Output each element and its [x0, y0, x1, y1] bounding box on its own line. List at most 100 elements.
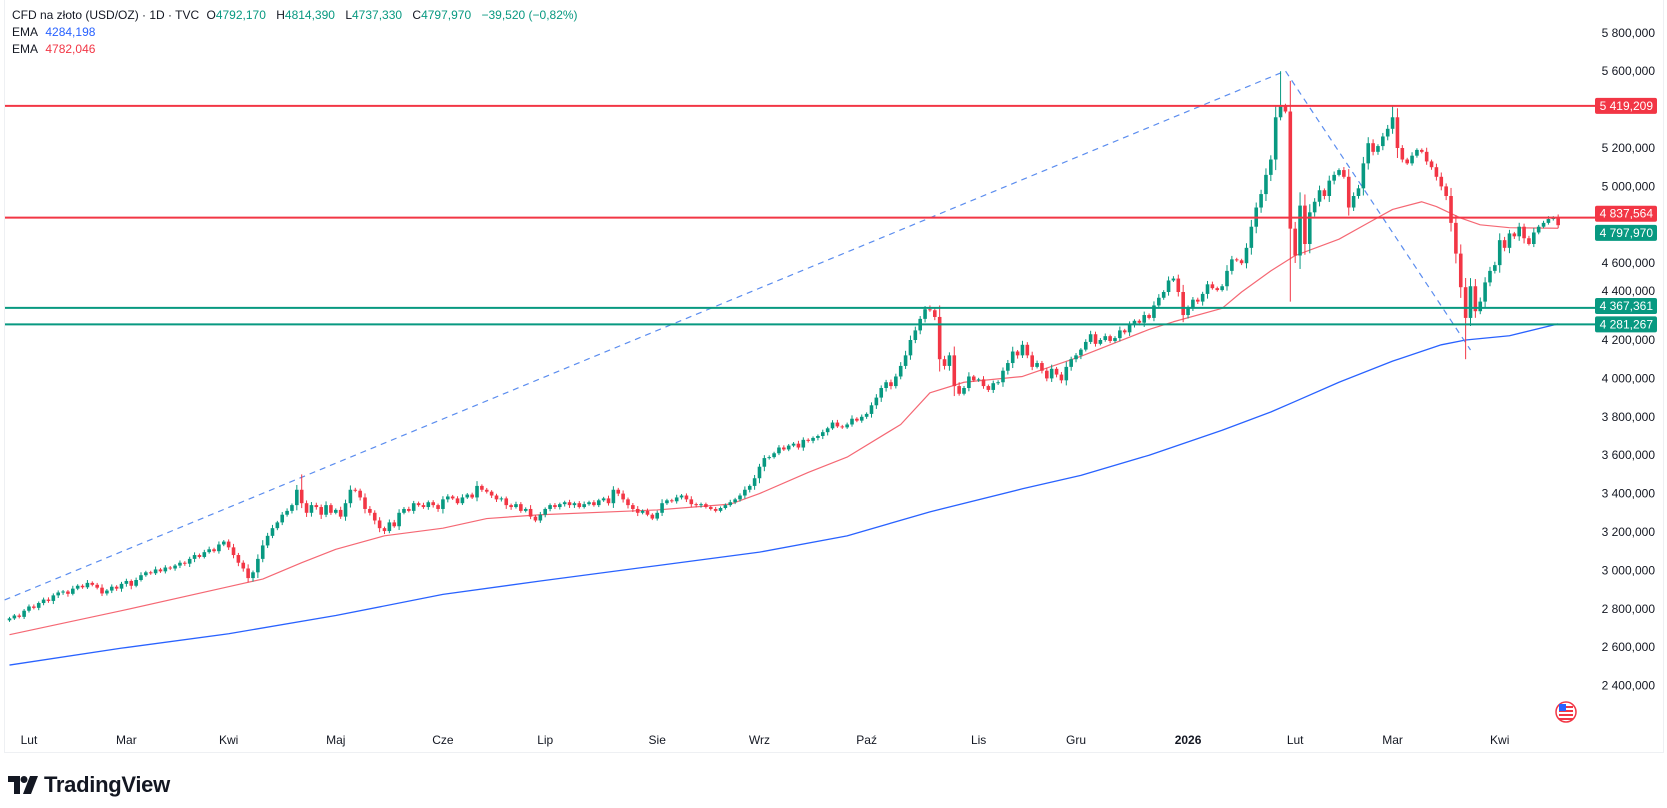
candle-body — [767, 457, 772, 459]
y-tick-label: 3 400,000 — [1602, 487, 1656, 501]
open-value: 4792,170 — [215, 8, 266, 22]
candle-body — [353, 489, 358, 491]
candle — [158, 567, 163, 573]
candle — [436, 503, 440, 512]
candle — [1015, 349, 1020, 359]
candle-body — [562, 502, 567, 505]
price-chart[interactable]: Lut Mar Kwi Maj Cze Lip Sie Wrz Paź Lis Gru 2026 Lut… — [0, 0, 1667, 760]
candle — [338, 506, 343, 519]
candle — [1424, 147, 1429, 165]
ema-slow-value: 4284,198 — [45, 25, 96, 39]
candle-body — [587, 502, 591, 505]
candle-body — [728, 502, 733, 506]
candle — [1468, 278, 1473, 327]
candle-body — [1127, 324, 1132, 333]
candle-body — [976, 379, 981, 381]
candle — [1108, 334, 1112, 344]
candle-body — [475, 485, 479, 498]
candle-body — [436, 505, 440, 509]
tradingview-logo[interactable]: TradingView — [8, 772, 170, 798]
candle-body — [95, 584, 99, 588]
candle-body — [777, 447, 781, 454]
candle-body — [903, 355, 908, 366]
candle — [153, 566, 158, 576]
candle-body — [855, 418, 859, 421]
symbol-title[interactable]: CFD na złoto (USD/OZ) · 1D · TVC — [12, 8, 200, 22]
candle-body — [455, 498, 460, 504]
candle-body — [1449, 196, 1453, 223]
candle — [1415, 148, 1419, 158]
candle — [786, 444, 791, 452]
candle-body — [7, 618, 12, 621]
candle-body — [1249, 226, 1254, 248]
candle-body — [41, 599, 46, 604]
candle — [1356, 184, 1361, 199]
candle-body — [446, 496, 450, 500]
y-tick-label: 3 200,000 — [1602, 525, 1656, 539]
candle-body — [246, 568, 250, 579]
candle — [139, 572, 143, 582]
candle-body — [796, 443, 801, 448]
candle-body — [689, 499, 694, 505]
candle — [27, 604, 31, 613]
candle — [285, 508, 289, 517]
candle-body — [372, 512, 377, 521]
x-tick-label: 2026 — [1175, 733, 1202, 747]
candle-body — [139, 575, 143, 580]
candle — [670, 498, 674, 503]
candle-body — [743, 489, 747, 496]
candle — [596, 498, 601, 508]
candle — [36, 601, 41, 611]
candle-body — [1083, 341, 1088, 350]
candle-body — [738, 495, 742, 500]
ema-fast-legend[interactable]: EMA 4782,046 — [12, 41, 95, 57]
candle-body — [1517, 226, 1521, 237]
candle-body — [1074, 355, 1078, 360]
candle-body — [1171, 278, 1176, 281]
candle-body — [144, 572, 148, 576]
x-tick-label: Sie — [649, 733, 667, 747]
candle — [621, 490, 625, 503]
candle — [1064, 361, 1069, 386]
candle — [884, 379, 888, 392]
candle-body — [484, 489, 489, 492]
candle — [1410, 152, 1414, 166]
candle-body — [32, 606, 36, 608]
y-tick-label: 2 800,000 — [1602, 602, 1656, 616]
candle-body — [1512, 233, 1517, 237]
candle-body — [27, 606, 31, 611]
candle-body — [611, 489, 616, 504]
ema-fast-line — [9, 201, 1559, 636]
candle — [124, 578, 129, 587]
candle — [309, 502, 314, 517]
candle-body — [221, 541, 226, 545]
candle — [660, 499, 664, 516]
candle — [295, 484, 299, 511]
candle — [114, 585, 119, 591]
candle — [41, 597, 46, 606]
candle-body — [1317, 190, 1322, 202]
candle-body — [825, 428, 830, 433]
candle — [46, 597, 51, 603]
candle-body — [1195, 299, 1200, 302]
candle — [1522, 223, 1526, 244]
candle — [1376, 144, 1380, 155]
candle — [1502, 236, 1507, 252]
candle-body — [509, 505, 513, 508]
candle-body — [577, 503, 582, 508]
open-label: O — [206, 8, 216, 22]
y-tick-label: 4 400,000 — [1602, 284, 1656, 298]
candle — [767, 455, 772, 460]
candle — [314, 502, 319, 510]
candle-body — [460, 497, 465, 504]
candle — [1049, 364, 1054, 382]
candle — [572, 501, 577, 508]
candle — [1035, 360, 1039, 369]
candle — [611, 486, 616, 508]
candle-body — [12, 615, 17, 619]
tradingview-logo-icon — [8, 776, 38, 794]
candle-body — [402, 508, 406, 513]
ema-slow-legend[interactable]: EMA 4284,198 — [12, 24, 95, 40]
candle — [859, 414, 864, 423]
candle — [1273, 105, 1278, 171]
